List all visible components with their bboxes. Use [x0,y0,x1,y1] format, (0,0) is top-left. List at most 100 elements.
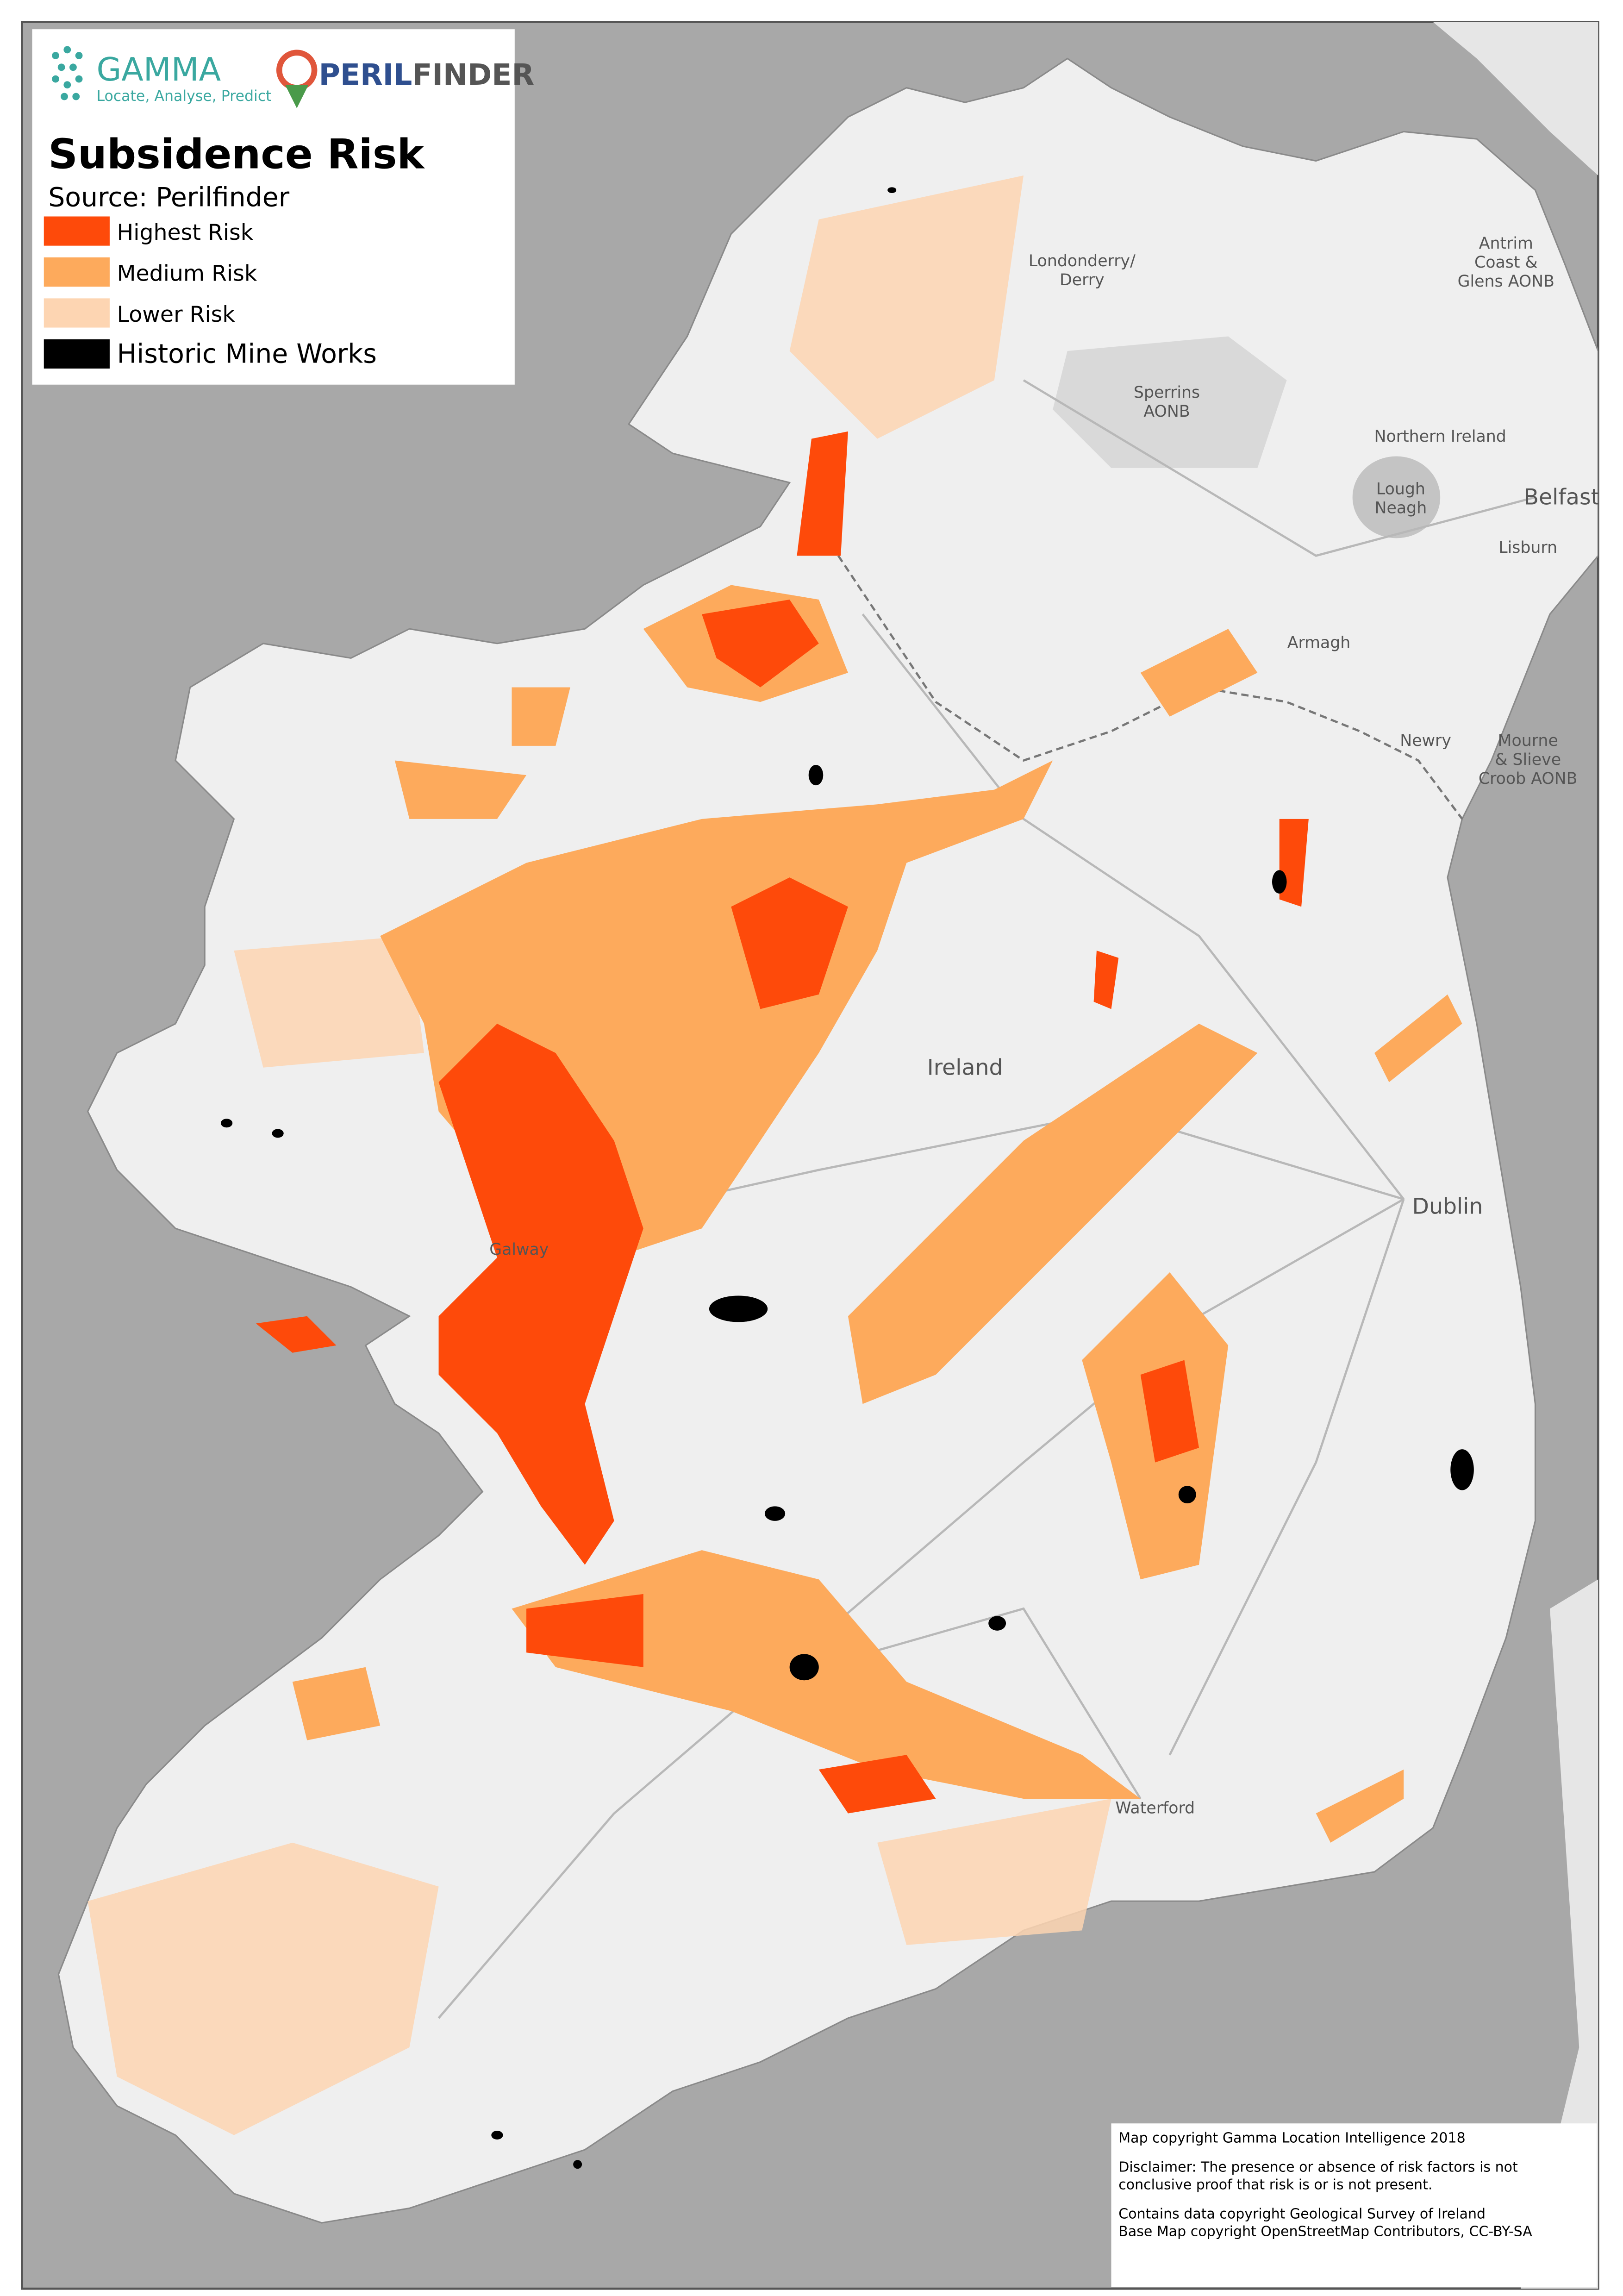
place-label: Armagh [1287,633,1351,652]
risk-area [394,760,527,819]
sperrins [1053,336,1287,468]
place-label: Ireland [927,1055,1003,1081]
place-label: Waterford [1115,1799,1195,1818]
mine-works [573,2160,582,2169]
risk-area [1374,994,1462,1082]
place-label: Coast & [1474,253,1538,272]
logo-dot [52,52,59,59]
legend-label: Medium Risk [117,261,257,286]
logo-dot [63,81,71,89]
product-part: PERIL [319,57,412,92]
road [1168,1199,1405,1756]
legend-box [32,29,515,385]
mine-works [887,187,897,193]
note-line: Contains data copyright Geological Surve… [1118,2206,1486,2222]
risk-area [1093,951,1119,1009]
logo-dot [69,63,77,71]
risk-area [1316,1769,1404,1843]
brand: GAMMA [96,51,221,88]
risk-area [292,1667,381,1740]
risk-area [1279,819,1309,907]
risk-area [512,687,570,746]
place-label: Belfast [1523,485,1599,510]
mine-works [491,2131,503,2140]
place-label: Lough [1376,480,1425,499]
mine-works [220,1119,233,1128]
place-label: Dublin [1412,1194,1483,1220]
risk-area [87,1842,439,2135]
road [861,613,1405,1200]
legend-swatch [44,298,110,328]
note-line: Map copyright Gamma Location Intelligenc… [1118,2130,1465,2146]
place-label: Mourne [1498,732,1558,750]
place-label: Londonderry/ [1029,252,1136,270]
logo-dot [75,52,83,59]
notes: Map copyright Gamma Location Intelligenc… [1111,2123,1597,2288]
mine-works [988,1616,1006,1631]
note-line: Disclaimer: The presence or absence of r… [1118,2159,1518,2175]
risk-area [848,1024,1258,1404]
risk-area [1140,629,1258,717]
legend-title: Subsidence Risk [48,130,425,178]
lough-neagh [1352,456,1441,538]
legend-swatch [44,339,110,369]
legend-swatch [44,257,110,287]
place-label: Galway [489,1240,549,1259]
place-label: Sperrins [1134,383,1200,402]
mine-works [1272,870,1287,894]
pin-tip [285,85,309,108]
mine-works [1178,1486,1196,1504]
notes-box [1111,2123,1597,2288]
logo-dot [52,75,59,83]
mine-works [1450,1449,1474,1490]
product: PERILFINDER [319,57,535,92]
risk-area [702,600,819,688]
legend-label: Historic Mine Works [117,338,377,369]
legend-source: Source: Perilfinder [48,182,290,213]
logo-dot [61,93,68,100]
logo-dot [72,93,80,100]
place-label: Lisburn [1498,538,1557,557]
logo-dot [57,63,65,71]
place-label: Glens AONB [1458,272,1554,291]
legend-label: Highest Risk [117,220,254,245]
place-label: Derry [1060,271,1105,289]
place-label: Newry [1400,732,1451,750]
mine-works [789,1654,819,1681]
note-line: conclusive proof that risk is or is not … [1118,2177,1432,2193]
mine-works [764,1506,786,1521]
legend-swatch [44,216,110,246]
mine-works [709,1295,768,1322]
risk-area [818,1755,936,1814]
place-label: Antrim [1479,234,1533,253]
place-label: Croob AONB [1479,770,1578,788]
logo-dot [75,75,83,83]
place-label: AONB [1143,402,1190,421]
product-part: FINDER [412,57,534,92]
britain [1433,22,1598,2289]
risk-area [512,1550,1141,1799]
road [1023,379,1536,557]
risk-area [789,175,1024,439]
mine-works [272,1129,284,1138]
ni-border [818,526,1463,820]
tagline: Locate, Analyse, Predict [96,88,271,105]
risk-area [797,431,848,556]
risk-area [438,1024,643,1565]
risk-area [731,877,848,1009]
risk-area [1140,1360,1199,1463]
risk-area [234,936,424,1068]
road [437,1813,615,2019]
legend-label: Lower Risk [117,302,236,327]
road [818,1607,1142,1800]
place-label: Neagh [1375,499,1427,518]
mine-works [808,764,824,786]
logo-dot [63,46,71,54]
place-label: Northern Ireland [1374,427,1506,446]
risk-area [877,1799,1111,1945]
